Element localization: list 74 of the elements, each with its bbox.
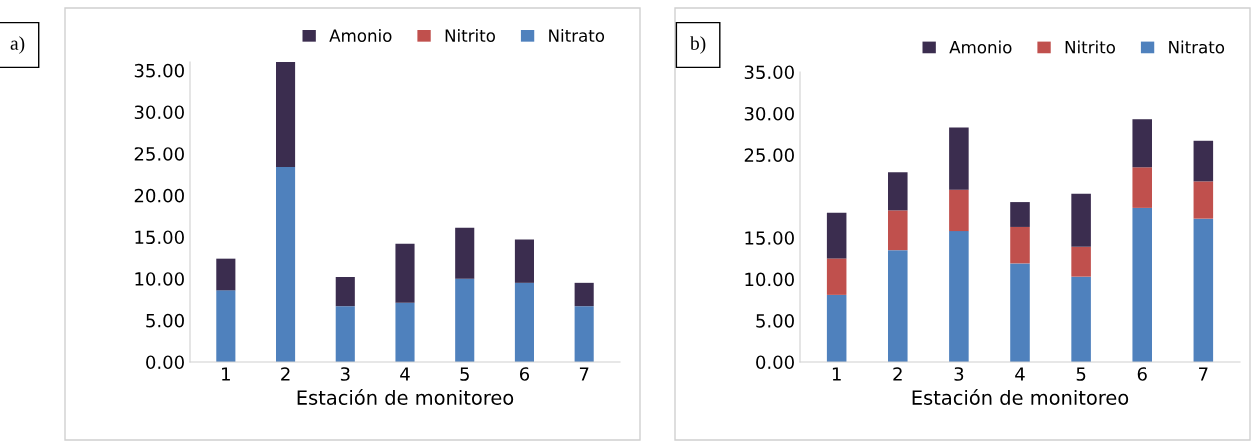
x-tick-label: 7 — [579, 367, 589, 381]
bar — [888, 172, 908, 211]
bar — [826, 294, 847, 362]
bar — [949, 127, 969, 190]
legend-label: Nitrito — [1065, 40, 1115, 54]
y-tick-label: 15.00 — [745, 231, 794, 245]
text: a) — [10, 36, 25, 54]
bar — [276, 167, 296, 362]
bar — [1132, 167, 1152, 208]
bar — [888, 210, 908, 251]
bar — [574, 306, 594, 362]
y-tick-label: 35.00 — [134, 63, 184, 78]
legend-label: Amonio — [329, 29, 392, 42]
x-tick-label: 5 — [1076, 367, 1086, 381]
bar — [949, 189, 969, 232]
bar — [514, 282, 534, 362]
bar — [1010, 202, 1030, 227]
y-tick-label: 0.00 — [756, 355, 794, 370]
bar — [335, 306, 355, 362]
bar — [1193, 181, 1214, 219]
bar — [455, 227, 475, 279]
bar — [574, 282, 594, 307]
legend-label: Amonio — [949, 40, 1012, 54]
x-tick-label: 2 — [893, 367, 902, 381]
bar — [1010, 226, 1030, 264]
bar — [826, 258, 847, 295]
bar — [395, 302, 415, 362]
x-tick-label: 6 — [1137, 367, 1147, 381]
x-tick-label: 1 — [222, 367, 230, 381]
x-tick-label: 3 — [954, 367, 964, 381]
bar — [216, 258, 236, 291]
x-tick-label: 7 — [1199, 367, 1208, 381]
legend-label: Nitrito — [445, 29, 495, 42]
x-axis-title: Estación de monitoreo — [912, 389, 1129, 405]
text: b) — [690, 36, 706, 54]
y-tick-label: 5.00 — [146, 313, 184, 328]
bar — [514, 239, 534, 283]
y-tick-label: 35.00 — [744, 65, 794, 80]
bar — [1193, 218, 1214, 362]
x-tick-label: 5 — [460, 367, 469, 381]
y-tick-label: 15.00 — [135, 230, 184, 245]
bar — [1193, 140, 1214, 182]
x-tick-label: 3 — [340, 367, 350, 381]
bar — [335, 277, 355, 307]
y-tick-label: 25.00 — [744, 148, 794, 162]
bar — [1071, 193, 1091, 247]
bar — [276, 62, 296, 167]
x-axis-title: Estación de monitoreo — [297, 389, 514, 405]
bar — [455, 278, 475, 362]
bar — [888, 250, 908, 362]
y-tick-label: 0.00 — [146, 355, 184, 370]
y-tick-label: 30.00 — [134, 105, 184, 120]
bar — [1132, 207, 1152, 362]
bar — [395, 243, 415, 303]
bar — [216, 290, 236, 362]
legend-label: Nitrato — [1169, 40, 1225, 54]
y-tick-label: 30.00 — [744, 106, 794, 121]
bar — [1071, 276, 1091, 362]
bar — [826, 212, 847, 259]
y-tick-label: 25.00 — [134, 147, 184, 161]
y-tick-label: 5.00 — [756, 314, 794, 328]
x-tick-label: 4 — [1015, 367, 1025, 381]
legend-label: Nitrato — [549, 29, 605, 42]
bar — [1071, 246, 1091, 277]
bar — [949, 231, 969, 362]
y-tick-label: 10.00 — [745, 272, 794, 287]
x-tick-label: 6 — [519, 367, 530, 381]
y-tick-label: 20.00 — [134, 188, 184, 203]
x-tick-label: 2 — [281, 367, 290, 381]
y-tick-label: 10.00 — [135, 272, 184, 286]
bar — [1010, 263, 1030, 362]
x-tick-label: 4 — [400, 367, 410, 381]
bar — [1132, 119, 1152, 168]
x-tick-label: 1 — [832, 367, 841, 381]
